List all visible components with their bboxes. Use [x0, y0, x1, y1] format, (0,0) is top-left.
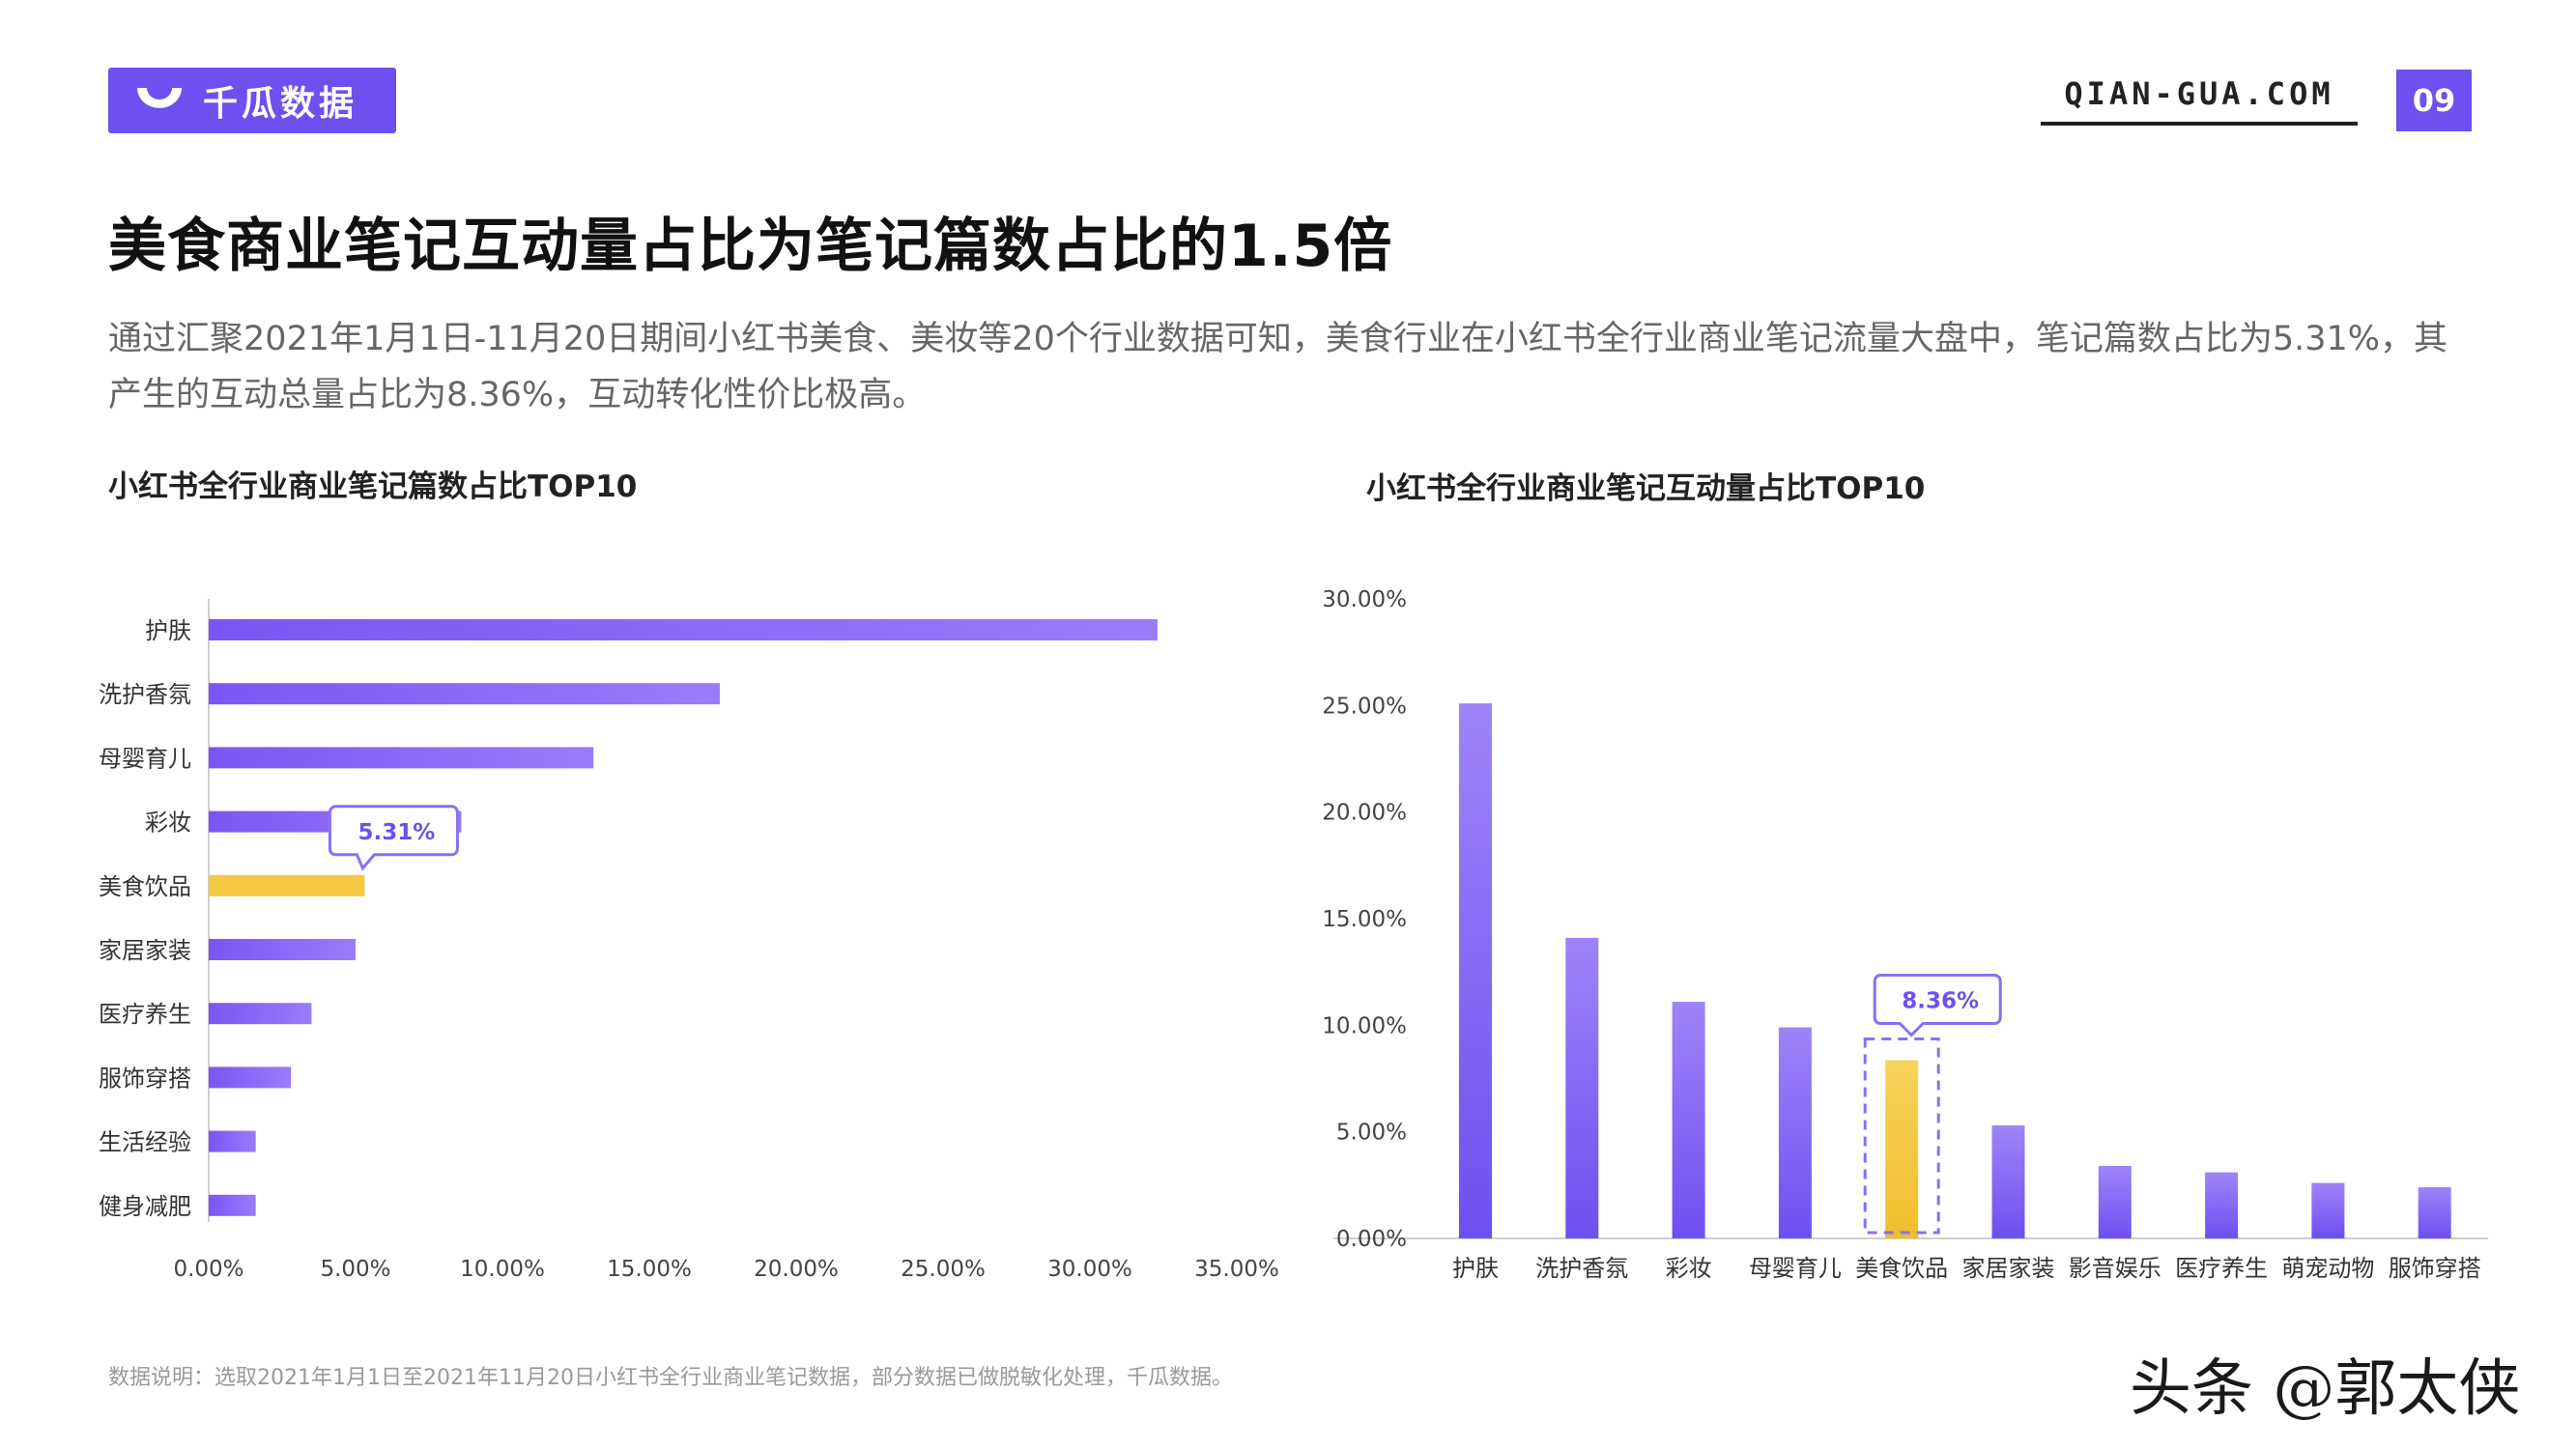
watermark-signature: 头条 @郭太侠 — [2130, 1353, 2521, 1425]
right-chart-y-tick: 10.00% — [1322, 1013, 1407, 1038]
left-chart-category-label: 彩妆 — [145, 810, 191, 837]
right-chart-bar — [2311, 1182, 2345, 1238]
left-chart-x-tick: 20.00% — [754, 1257, 839, 1282]
left-chart-callout-label: 5.31% — [358, 820, 436, 845]
right-chart-bar — [2098, 1165, 2132, 1238]
right-chart-bar — [1672, 1002, 1705, 1238]
right-chart-bar-highlight — [1885, 1060, 1919, 1238]
right-chart-category-label: 医疗养生 — [2175, 1255, 2268, 1282]
left-chart-bar — [209, 683, 720, 705]
intro-paragraph: 通过汇聚2021年1月1日-11月20日期间小红书美食、美妆等20个行业数据可知… — [108, 320, 2448, 414]
right-chart-bar — [2418, 1187, 2451, 1238]
right-chart-y-tick: 20.00% — [1322, 801, 1407, 826]
brand-logo-text: 千瓜数据 — [203, 84, 358, 124]
left-chart-x-tick: 35.00% — [1194, 1257, 1279, 1282]
left-chart-x-tick: 10.00% — [460, 1257, 545, 1282]
brand-logo-icon — [137, 88, 182, 108]
brand-logo: 千瓜数据 — [108, 68, 396, 133]
left-chart-category-label: 医疗养生 — [99, 1001, 191, 1028]
left-chart-x-tick: 25.00% — [901, 1257, 986, 1282]
right-chart-category-label: 洗护香氛 — [1535, 1255, 1628, 1282]
page-title: 美食商业笔记互动量占比为笔记篇数占比的1.5倍 — [108, 213, 1393, 280]
right-chart-title: 小红书全行业商业笔记互动量占比TOP10 — [1366, 471, 1926, 506]
right-chart-highlight-frame — [1863, 1037, 1940, 1235]
right-chart-y-tick: 15.00% — [1322, 907, 1407, 932]
left-chart-bar — [209, 1066, 292, 1089]
left-chart-bar — [209, 1194, 256, 1216]
left-chart-x-tick: 0.00% — [173, 1257, 243, 1282]
left-chart-category-label: 服饰穿搭 — [99, 1065, 191, 1092]
right-chart-bar — [1778, 1027, 1812, 1238]
data-footnote: 数据说明：选取2021年1月1日至2021年11月20日小红书全行业商业笔记数据… — [108, 1366, 1233, 1390]
left-chart-callout-box — [328, 805, 459, 871]
right-chart-y-tick: 5.00% — [1336, 1121, 1407, 1146]
left-chart-x-tick: 5.00% — [320, 1257, 390, 1282]
right-chart-category-label: 彩妆 — [1666, 1255, 1712, 1282]
left-chart-category-label: 美食饮品 — [99, 873, 191, 900]
right-chart-category-label: 护肤 — [1452, 1255, 1499, 1282]
left-chart-category-label: 母婴育儿 — [99, 745, 191, 772]
left-chart-bar — [209, 619, 1158, 640]
right-chart-y-tick: 0.00% — [1336, 1227, 1407, 1252]
right-chart-bar — [1565, 937, 1599, 1238]
left-chart-category-label: 生活经验 — [99, 1129, 191, 1156]
left-chart-bar — [209, 1130, 256, 1152]
left-chart-title: 小红书全行业商业笔记篇数占比TOP10 — [108, 469, 638, 504]
right-chart-callout-box — [1873, 974, 2002, 1037]
right-chart-category-label: 影音娱乐 — [2069, 1255, 2161, 1282]
right-chart-category-label: 母婴育儿 — [1749, 1255, 1842, 1282]
right-chart-y-tick: 30.00% — [1322, 587, 1407, 612]
left-chart-category-label: 家居家装 — [99, 937, 191, 964]
left-chart-x-tick: 15.00% — [607, 1257, 692, 1282]
left-chart-bar — [209, 1003, 312, 1025]
right-chart-bar — [2205, 1172, 2239, 1238]
left-chart-x-tick: 30.00% — [1047, 1257, 1132, 1282]
left-chart-bar — [209, 747, 594, 769]
site-url: QIAN-GUA.COM — [2041, 75, 2358, 126]
right-chart-category-label: 萌宠动物 — [2281, 1255, 2374, 1282]
left-chart-category-label: 健身减肥 — [99, 1193, 191, 1220]
left-chart-category-label: 洗护香氛 — [99, 681, 191, 708]
left-chart-bar — [209, 939, 356, 960]
right-chart-category-label: 家居家装 — [1962, 1255, 2055, 1282]
left-chart-category-label: 护肤 — [145, 617, 191, 644]
left-chart-bar-highlight — [209, 874, 365, 896]
page-number: 09 — [2396, 70, 2472, 131]
right-chart-bar — [1991, 1125, 2025, 1238]
right-chart-callout-label: 8.36% — [1902, 989, 1979, 1014]
right-chart-category-label: 服饰穿搭 — [2389, 1255, 2481, 1282]
right-chart-bar — [1459, 703, 1492, 1238]
right-chart-category-label: 美食饮品 — [1855, 1255, 1948, 1282]
right-chart-y-tick: 25.00% — [1322, 694, 1407, 719]
